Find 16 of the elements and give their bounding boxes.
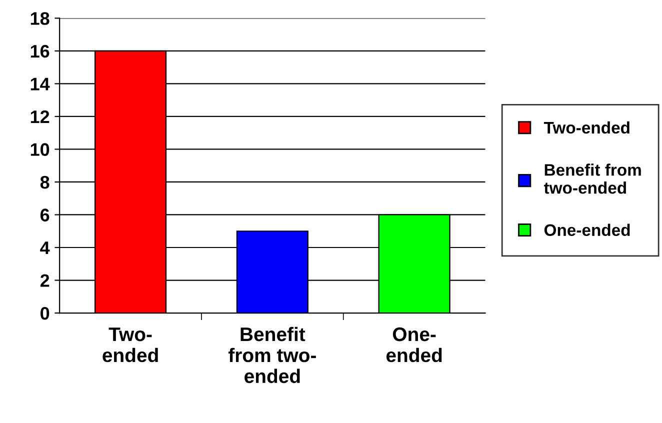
- x-tick-label: One- ended: [386, 327, 442, 362]
- x-tick-label: Benefit from two- ended: [228, 326, 316, 384]
- legend-label: Benefit from two-ended: [544, 164, 641, 194]
- y-tick-label: 18: [30, 12, 50, 25]
- legend-label: Two-ended: [544, 121, 630, 134]
- y-tick-label: 4: [40, 242, 50, 254]
- y-tick-label: 12: [30, 110, 50, 124]
- y-tick-label: 6: [40, 208, 50, 222]
- y-tick-label: 14: [30, 78, 50, 90]
- legend-label: One-ended: [544, 224, 630, 236]
- y-tick-label: 2: [40, 274, 50, 287]
- y-tick-label: 8: [40, 176, 50, 189]
- y-tick-label: 0: [40, 306, 50, 320]
- y-tick-label: 16: [30, 44, 50, 58]
- y-tick-label: 10: [30, 143, 50, 156]
- x-tick-label: Two- ended: [102, 328, 158, 362]
